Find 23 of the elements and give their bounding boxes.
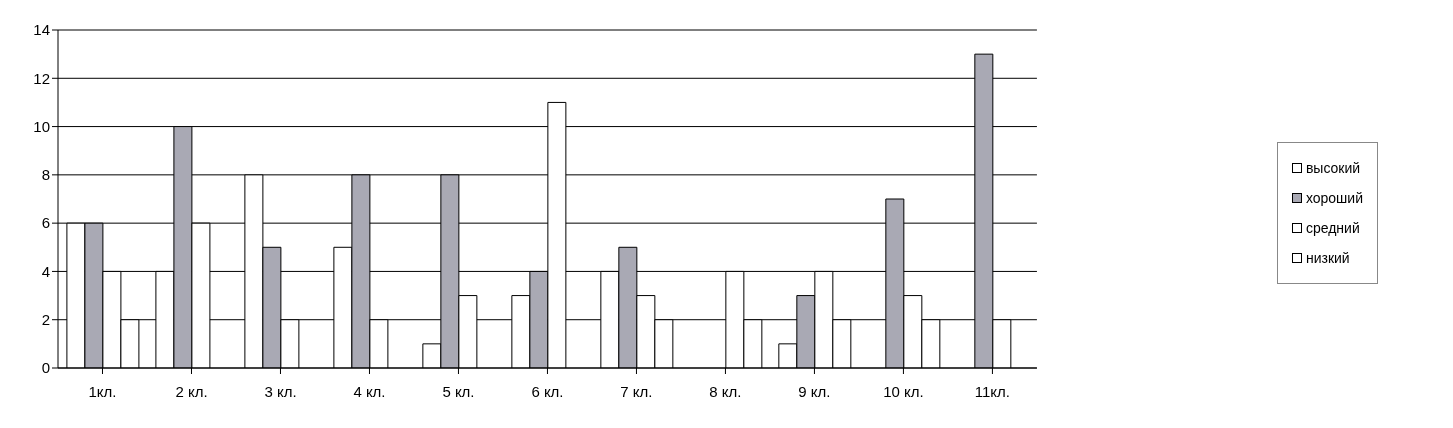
x-tick-label: 6 кл. [531,382,564,400]
x-tick-label: 8 кл. [709,382,742,400]
y-tick-label: 8 [41,166,50,184]
y-tick-label: 4 [41,262,50,280]
y-tick-label: 12 [33,69,50,87]
x-tick-label: 9 кл. [798,382,831,400]
x-tick-label: 4 кл. [353,382,386,400]
x-tick-label: 3 кл. [264,382,297,400]
x-tick-label: 5 кл. [442,382,475,400]
x-tick-label: 7 кл. [620,382,653,400]
legend-label: хороший [1305,189,1363,208]
x-tick-label: 10 кл. [883,382,924,400]
y-tick-label: 2 [41,311,50,329]
y-tick-label: 0 [41,359,50,377]
y-tick-label: 6 [41,214,50,232]
x-tick-label: 2 кл. [175,382,208,400]
legend-label: низкий [1305,249,1350,268]
legend-label: высокий [1305,159,1361,178]
x-tick-label: 11кл. [974,382,1011,400]
legend-label: средний [1305,219,1360,238]
x-tick-label: 1кл. [88,382,117,400]
y-tick-label: 14 [33,21,50,39]
y-tick-label: 10 [33,117,50,135]
